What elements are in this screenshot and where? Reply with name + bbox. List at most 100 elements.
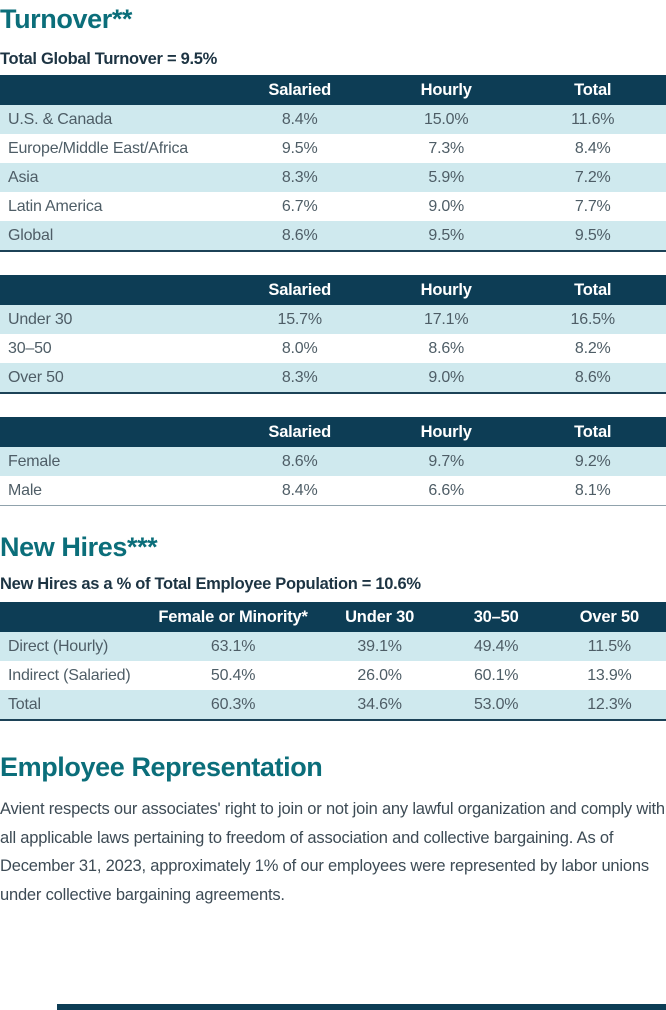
next-table-header-edge: [57, 1004, 666, 1010]
table-header-row: Salaried Hourly Total: [0, 75, 666, 105]
report-page: Turnover** Total Global Turnover = 9.5% …: [0, 4, 666, 909]
cell-value: 7.7%: [574, 197, 611, 215]
employee-representation-heading: Employee Representation: [0, 752, 323, 782]
table-header-row: Salaried Hourly Total: [0, 275, 666, 305]
column-header: Total: [519, 75, 666, 105]
cell-value: 7.3%: [428, 139, 465, 157]
row-label: Female: [8, 452, 61, 470]
turnover-by-gender-table: Salaried Hourly Total Female 8.6% 9.7% 9.2% Ma…: [0, 417, 666, 506]
row-label: Under 30: [8, 310, 73, 328]
table-row: Female 8.6% 9.7% 9.2%: [0, 447, 666, 476]
table-row: Latin America 6.7% 9.0% 7.7%: [0, 192, 666, 221]
header-spacer: [0, 275, 227, 305]
turnover-by-region-table: Salaried Hourly Total U.S. & Canada 8.4% 15.…: [0, 75, 666, 252]
cell-value: 15.0%: [424, 110, 469, 128]
table-row: U.S. & Canada 8.4% 15.0% 11.6%: [0, 105, 666, 134]
cell-value: 60.3%: [210, 695, 256, 713]
row-label: Over 50: [8, 368, 64, 386]
cell-value: 9.5%: [428, 226, 465, 244]
table-row: Over 50 8.3% 9.0% 8.6%: [0, 363, 666, 393]
column-header: Salaried: [226, 75, 373, 105]
employee-representation-paragraph: Avient respects our associates' right to…: [0, 800, 665, 904]
table-row: Direct (Hourly) 63.1% 39.1% 49.4% 11.5%: [0, 632, 666, 661]
table-row: 30–50 8.0% 8.6% 8.2%: [0, 334, 666, 363]
total-global-turnover-subheading: Total Global Turnover = 9.5%: [0, 50, 217, 68]
table-row: Total 60.3% 34.6% 53.0% 12.3%: [0, 690, 666, 720]
table-header-row: Female or Minority* Under 30 30–50 Over 50: [0, 602, 666, 632]
row-label: Europe/Middle East/Africa: [8, 139, 188, 157]
cell-value: 60.1%: [473, 666, 519, 684]
header-spacer: [0, 602, 147, 632]
column-header: Total: [519, 417, 666, 447]
cell-value: 13.9%: [587, 666, 632, 684]
cell-value: 9.5%: [574, 226, 611, 244]
cell-value: 8.6%: [574, 368, 611, 386]
column-header: Hourly: [372, 275, 520, 305]
column-header: Hourly: [372, 417, 520, 447]
table-row: Under 30 15.7% 17.1% 16.5%: [0, 305, 666, 334]
cell-value: 6.7%: [281, 197, 318, 215]
cell-value: 8.6%: [428, 339, 465, 357]
cell-value: 63.1%: [210, 637, 256, 655]
cell-value: 5.9%: [428, 168, 465, 186]
header-spacer: [0, 417, 227, 447]
row-label: U.S. & Canada: [8, 110, 113, 128]
row-label: Indirect (Salaried): [8, 666, 131, 684]
cell-value: 8.4%: [574, 139, 611, 157]
cell-value: 15.7%: [277, 310, 323, 328]
column-header: Total: [519, 275, 666, 305]
cell-value: 8.6%: [281, 226, 318, 244]
cell-value: 50.4%: [210, 666, 256, 684]
turnover-section-heading: Turnover**: [0, 4, 133, 34]
cell-value: 12.3%: [587, 695, 632, 713]
cell-value: 8.0%: [281, 339, 318, 357]
row-label: Male: [8, 481, 42, 499]
cell-value: 8.3%: [281, 368, 318, 386]
column-header: Female or Minority*: [146, 602, 320, 632]
column-header: Hourly: [372, 75, 520, 105]
column-header: Salaried: [226, 275, 373, 305]
cell-value: 11.6%: [571, 110, 615, 128]
cell-value: 16.5%: [570, 310, 616, 328]
cell-value: 8.4%: [281, 110, 318, 128]
cell-value: 34.6%: [357, 695, 402, 713]
cell-value: 9.5%: [281, 139, 318, 157]
cell-value: 6.6%: [428, 481, 465, 499]
cell-value: 49.4%: [473, 637, 519, 655]
row-label: 30–50: [8, 339, 52, 357]
row-label: Direct (Hourly): [8, 637, 109, 655]
turnover-by-age-table: Salaried Hourly Total Under 30 15.7% 17.1% 16…: [0, 275, 666, 394]
new-hires-subheading: New Hires as a % of Total Employee Popul…: [0, 575, 421, 593]
cell-value: 9.2%: [574, 452, 611, 470]
row-label: Global: [8, 226, 54, 244]
cell-value: 8.3%: [281, 168, 318, 186]
column-header: 30–50: [439, 602, 553, 632]
cell-value: 26.0%: [357, 666, 402, 684]
column-header: Over 50: [552, 602, 666, 632]
table-row: Male 8.4% 6.6% 8.1%: [0, 476, 666, 506]
cell-value: 9.0%: [428, 368, 465, 386]
column-header: Salaried: [226, 417, 373, 447]
cell-value: 8.1%: [574, 481, 611, 499]
cell-value: 11.5%: [587, 637, 631, 655]
cell-value: 8.6%: [281, 452, 318, 470]
cell-value: 7.2%: [574, 168, 611, 186]
table-row: Europe/Middle East/Africa 9.5% 7.3% 8.4%: [0, 134, 666, 163]
table-header-row: Salaried Hourly Total: [0, 417, 666, 447]
row-label: Asia: [8, 168, 39, 186]
cell-value: 9.7%: [428, 452, 465, 470]
cell-value: 17.1%: [424, 310, 469, 328]
table-row: Global 8.6% 9.5% 9.5%: [0, 221, 666, 251]
cell-value: 8.2%: [574, 339, 611, 357]
new-hires-section-heading: New Hires***: [0, 532, 158, 562]
cell-value: 8.4%: [281, 481, 318, 499]
cell-value: 53.0%: [473, 695, 519, 713]
table-row: Indirect (Salaried) 50.4% 26.0% 60.1% 13.9%: [0, 661, 666, 690]
table-row: Asia 8.3% 5.9% 7.2%: [0, 163, 666, 192]
row-label: Total: [8, 695, 41, 713]
cell-value: 39.1%: [357, 637, 402, 655]
header-spacer: [0, 75, 227, 105]
column-header: Under 30: [319, 602, 440, 632]
cell-value: 9.0%: [428, 197, 465, 215]
new-hires-table: Female or Minority* Under 30 30–50 Over 50 …: [0, 602, 666, 721]
